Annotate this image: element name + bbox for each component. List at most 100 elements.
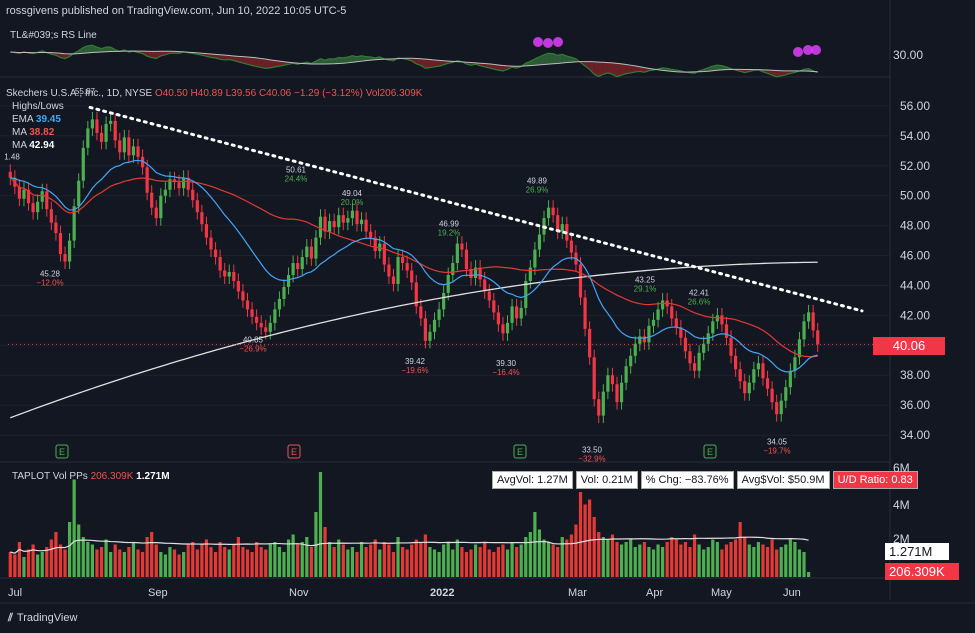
rs-high-dot-icon bbox=[553, 37, 563, 47]
volume-bar bbox=[31, 544, 35, 577]
volume-bar bbox=[150, 532, 154, 577]
rs-fill bbox=[106, 47, 111, 52]
candle-body bbox=[45, 191, 49, 210]
tradingview-logo-icon: ⫽ bbox=[8, 612, 13, 624]
stat-pct-chg: % Chg: −83.76% bbox=[640, 471, 734, 489]
volume-bar bbox=[232, 544, 236, 577]
candle-body bbox=[729, 337, 733, 356]
volume-bar bbox=[387, 544, 391, 577]
swing-label: 50.61 bbox=[286, 166, 307, 175]
volume-bar bbox=[291, 534, 295, 577]
volume-bar bbox=[255, 542, 259, 577]
volume-bar bbox=[423, 534, 428, 577]
rs-line-title: TL&#039;s RS Line bbox=[10, 30, 97, 41]
candle-body bbox=[697, 352, 701, 371]
candle-body bbox=[104, 123, 108, 142]
candle-body bbox=[264, 327, 268, 332]
swing-pct: 26.6% bbox=[688, 297, 711, 306]
candle-body bbox=[720, 315, 724, 325]
stat-ud-ratio: U/D Ratio: 0.83 bbox=[832, 471, 918, 489]
volume-bar bbox=[213, 552, 218, 577]
rs-fill bbox=[429, 59, 435, 68]
volume-bar bbox=[318, 472, 323, 577]
volume-title: TAPLOT Vol PPs 206.309K 1.271M bbox=[12, 471, 170, 482]
candle-body bbox=[77, 180, 81, 207]
volume-bar bbox=[661, 547, 665, 577]
indicator-highs-lows: Highs/Lows bbox=[12, 101, 64, 112]
volume-bar bbox=[752, 547, 756, 577]
candle-body bbox=[806, 312, 811, 322]
earnings-marker-label: E bbox=[707, 447, 713, 457]
volume-bar bbox=[305, 537, 309, 577]
volume-bar bbox=[473, 544, 478, 577]
downtrend-line bbox=[88, 105, 864, 313]
stat-avgvol: AvgVol: 1.27M bbox=[492, 471, 573, 489]
candle-body bbox=[802, 321, 806, 340]
rs-fill bbox=[87, 45, 93, 53]
swing-label: 33.50 bbox=[582, 446, 603, 455]
rs-fill bbox=[329, 58, 335, 64]
x-label-apr: Apr bbox=[646, 587, 664, 599]
candle-body bbox=[369, 231, 373, 238]
symbol-line: Skechers U.S.A., Inc., 1D, NYSE bbox=[6, 88, 153, 99]
candle-body bbox=[396, 257, 400, 284]
volume-bar bbox=[236, 537, 240, 577]
swing-label: 46.99 bbox=[439, 220, 460, 229]
volume-bar bbox=[724, 544, 729, 577]
publisher-header: rossgivens published on TradingView.com,… bbox=[6, 5, 347, 17]
candle-body bbox=[350, 210, 355, 219]
candle-body bbox=[163, 189, 167, 196]
candle-body bbox=[218, 257, 222, 271]
rs-fill bbox=[270, 59, 275, 68]
volume-bar bbox=[282, 552, 286, 577]
candle-body bbox=[364, 219, 368, 232]
volume-bar bbox=[118, 549, 122, 577]
candle-body bbox=[460, 243, 464, 250]
rs-fill bbox=[626, 64, 631, 74]
rs-line bbox=[10, 44, 818, 78]
volume-bar bbox=[702, 549, 706, 577]
volume-bar bbox=[346, 549, 350, 577]
candle-body bbox=[209, 237, 213, 250]
y-tick-label: 34.00 bbox=[900, 428, 930, 442]
candle-body bbox=[314, 237, 318, 259]
volume-bar bbox=[40, 552, 44, 577]
rs-fill bbox=[548, 53, 554, 65]
volume-bar bbox=[223, 547, 227, 577]
vol-axis-4m: 4M bbox=[893, 498, 910, 512]
candle-body bbox=[40, 191, 44, 202]
candle-body bbox=[145, 167, 149, 193]
candle-body bbox=[277, 298, 282, 310]
x-label-nov: Nov bbox=[289, 587, 309, 599]
ohlc-low: L39.56 bbox=[225, 88, 257, 99]
volume-bar bbox=[45, 547, 49, 577]
volume-bar bbox=[738, 522, 742, 577]
volume-bar bbox=[396, 537, 400, 577]
volume-bar bbox=[177, 554, 181, 577]
ohlc-close: C40.06 bbox=[258, 88, 292, 99]
ma-long-line bbox=[10, 261, 818, 419]
volume-bar bbox=[419, 542, 423, 577]
swing-pct: −26.9% bbox=[239, 345, 266, 354]
volume-bar bbox=[414, 539, 418, 577]
avg-volume-tag: 1.271M bbox=[885, 543, 949, 560]
ohlc-change: −1.29 (−3.12%) bbox=[293, 88, 363, 99]
candle-body bbox=[519, 307, 523, 319]
volume-bar bbox=[67, 522, 72, 577]
y-tick-label: 38.00 bbox=[900, 368, 930, 382]
rs-fill bbox=[338, 57, 344, 64]
candle-body bbox=[537, 234, 542, 250]
rs-fill bbox=[434, 60, 440, 67]
candle-body bbox=[546, 207, 551, 219]
rs-fill bbox=[315, 58, 321, 65]
volume-bar bbox=[437, 552, 441, 577]
volume-bar bbox=[556, 547, 560, 577]
volume-bar bbox=[300, 542, 304, 577]
volume-bar bbox=[784, 544, 788, 577]
volume-bar bbox=[159, 552, 163, 577]
candle-body bbox=[309, 246, 313, 259]
x-label-may: May bbox=[711, 587, 732, 599]
x-label-jul: Jul bbox=[8, 587, 23, 599]
volume-bar bbox=[81, 537, 85, 577]
x-label-sep: Sep bbox=[148, 587, 168, 599]
